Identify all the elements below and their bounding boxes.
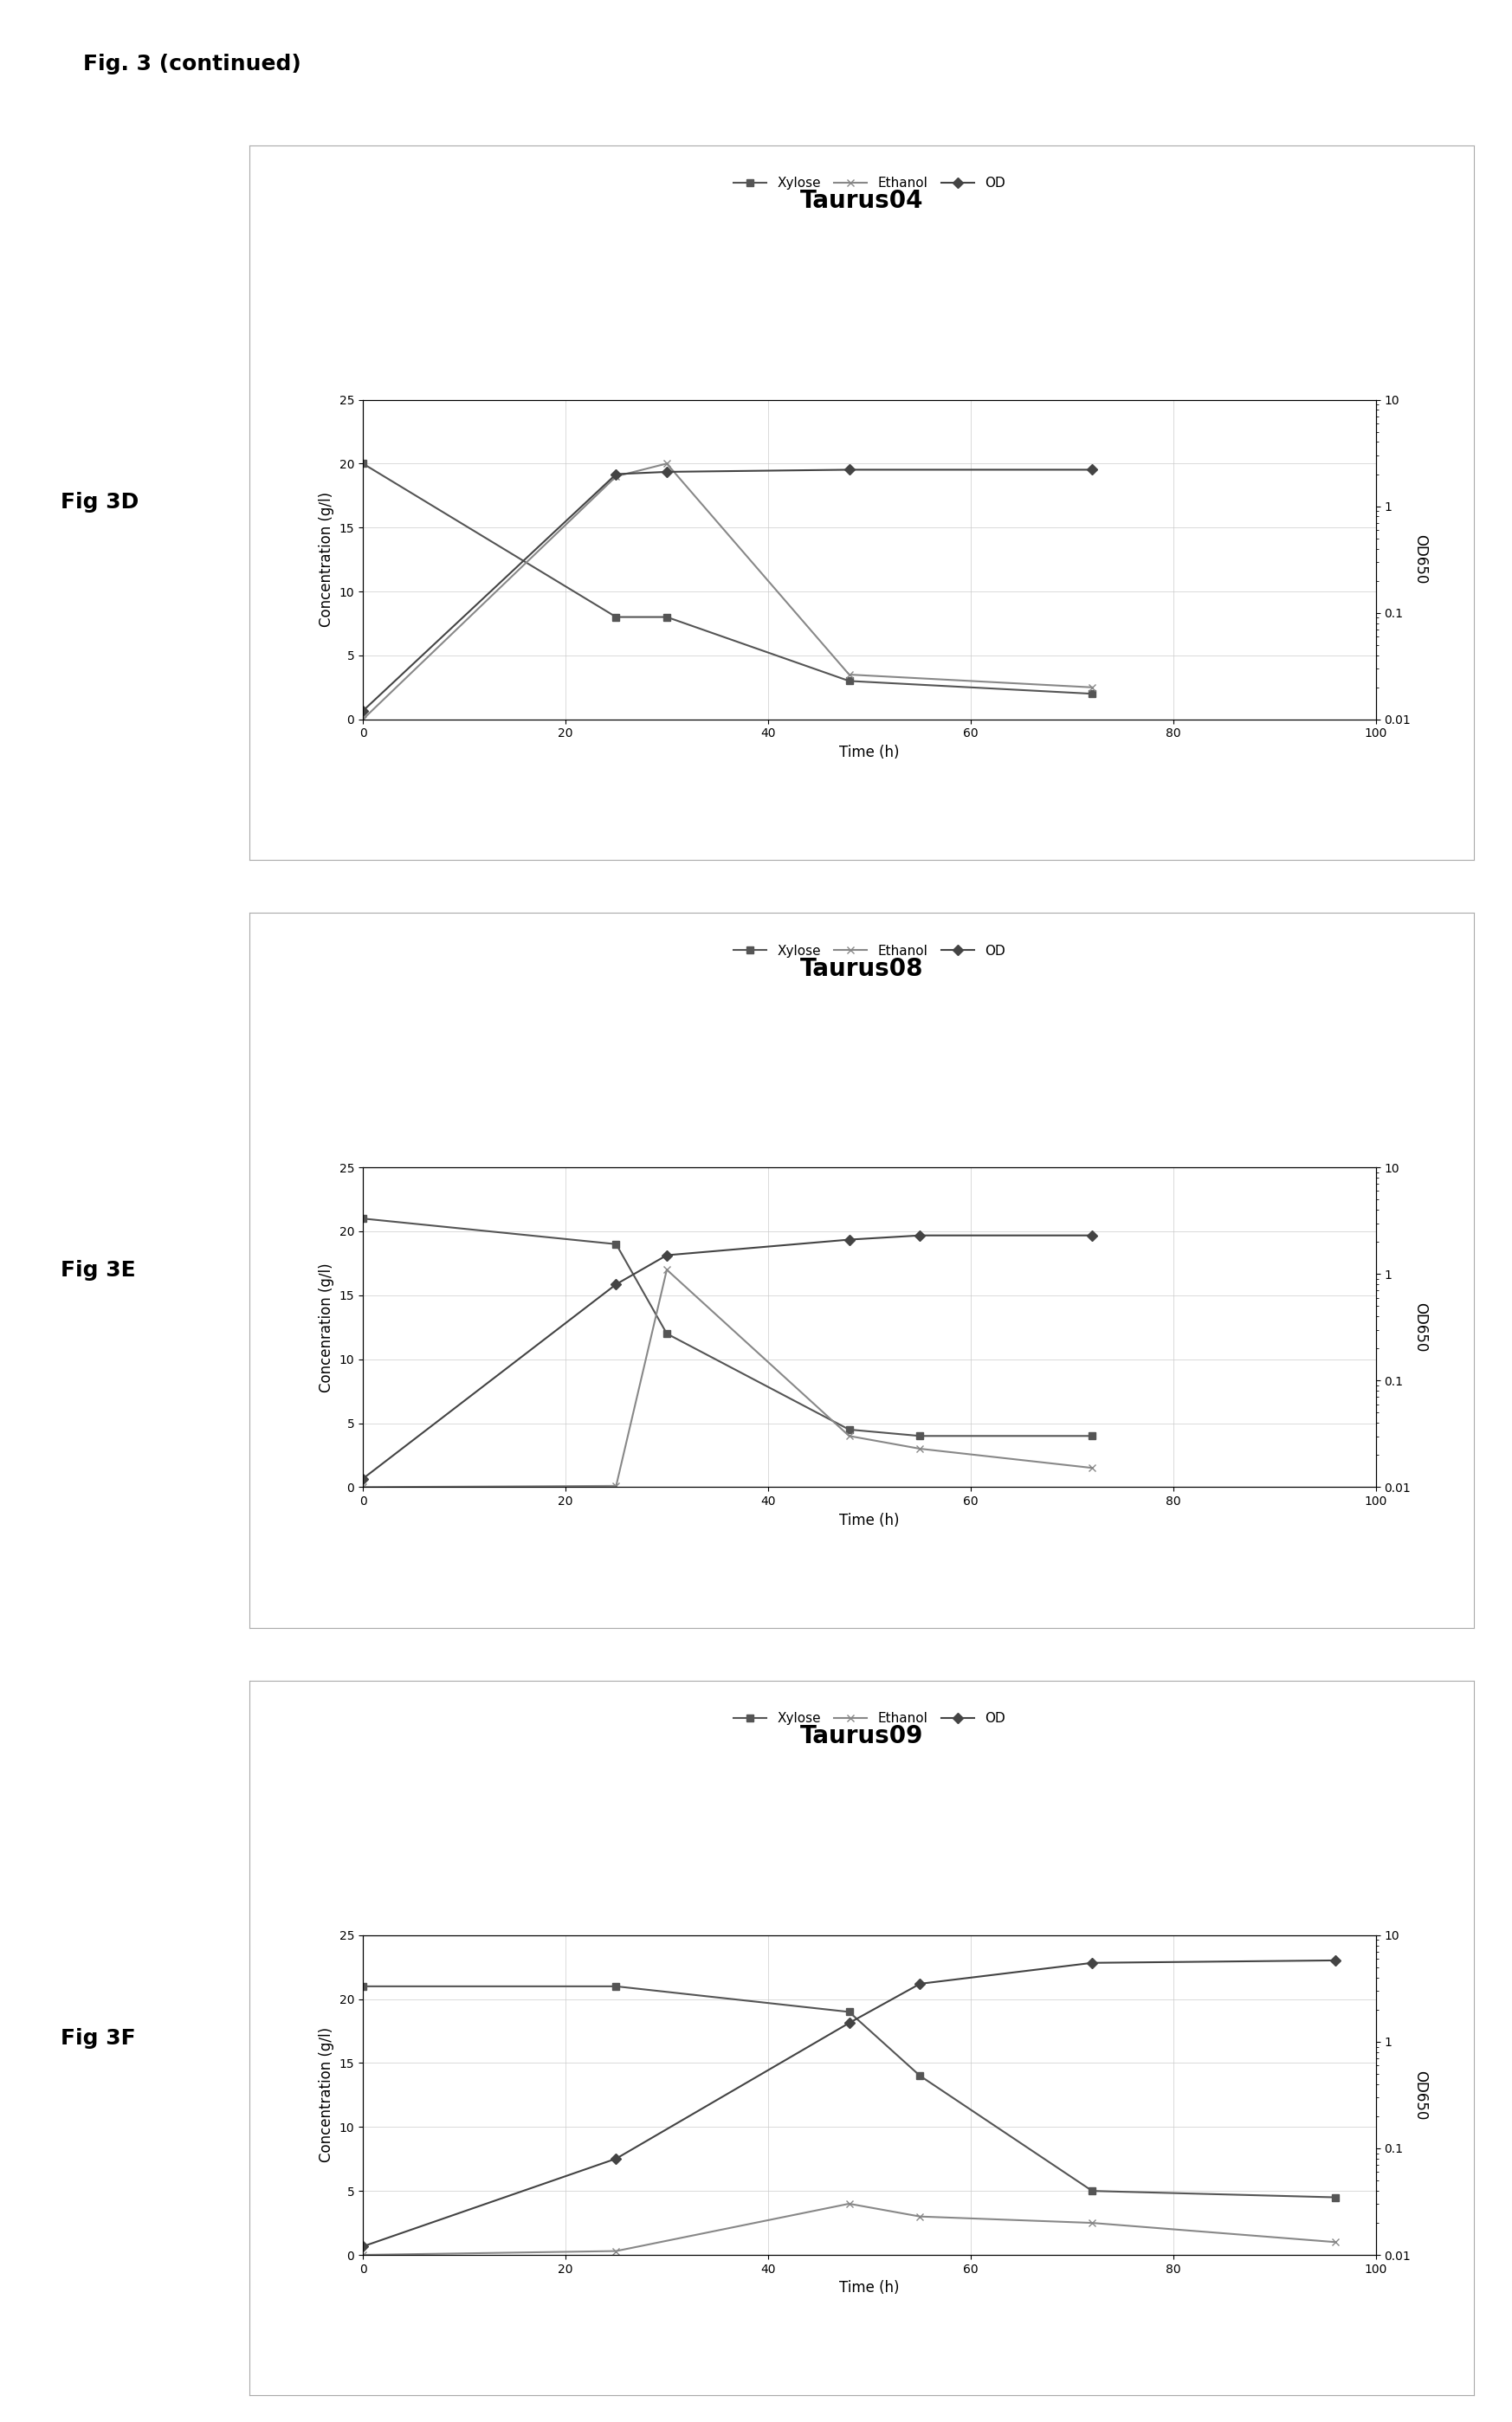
OD: [1326, 1945, 1344, 1974]
Ethanol: [910, 1434, 928, 1463]
Text: Taurus08: Taurus08: [800, 957, 924, 981]
Legend: Xylose, Ethanol, OD: Xylose, Ethanol, OD: [729, 1708, 1010, 1729]
Y-axis label: Concentration (g/l): Concentration (g/l): [319, 492, 334, 627]
Line: Xylose: Xylose: [360, 1216, 1096, 1439]
OD: [354, 1465, 372, 1494]
Xylose: [354, 448, 372, 477]
Ethanol: [910, 2202, 928, 2231]
OD: [1083, 1947, 1101, 1976]
Line: OD: OD: [360, 1957, 1340, 2250]
Line: Ethanol: Ethanol: [360, 1267, 1096, 1490]
Y-axis label: OD650: OD650: [1412, 535, 1427, 584]
OD: [608, 2143, 626, 2173]
OD: [841, 455, 859, 484]
Xylose: [841, 1414, 859, 1444]
Xylose: [608, 1230, 626, 1259]
OD: [912, 1221, 930, 1250]
Text: Taurus09: Taurus09: [800, 1724, 924, 1749]
Xylose: [658, 603, 676, 632]
Line: OD: OD: [360, 465, 1096, 714]
Ethanol: [841, 2189, 859, 2219]
OD: [608, 1269, 626, 1298]
Xylose: [658, 1320, 676, 1349]
Ethanol: [608, 1470, 626, 1499]
Text: Fig 3F: Fig 3F: [60, 2027, 136, 2049]
Ethanol: [354, 1473, 372, 1502]
Ethanol: [841, 661, 859, 690]
Legend: Xylose, Ethanol, OD: Xylose, Ethanol, OD: [729, 172, 1010, 194]
Y-axis label: OD650: OD650: [1412, 2071, 1427, 2119]
Ethanol: [1083, 2209, 1101, 2238]
Xylose: [841, 1998, 859, 2027]
Ethanol: [1326, 2228, 1344, 2257]
Xylose: [910, 2061, 928, 2090]
Xylose: [910, 1422, 928, 1451]
Line: Xylose: Xylose: [360, 1984, 1340, 2202]
OD: [354, 698, 372, 727]
Ethanol: [658, 448, 676, 477]
OD: [841, 2008, 859, 2037]
Xylose: [354, 1204, 372, 1233]
Text: Fig 3E: Fig 3E: [60, 1259, 136, 1281]
Xylose: [1083, 1422, 1101, 1451]
Ethanol: [354, 705, 372, 734]
Line: Xylose: Xylose: [360, 460, 1096, 698]
Ethanol: [354, 2240, 372, 2269]
Legend: Xylose, Ethanol, OD: Xylose, Ethanol, OD: [729, 940, 1010, 962]
Line: Ethanol: Ethanol: [360, 460, 1096, 722]
X-axis label: Time (h): Time (h): [839, 2279, 900, 2296]
Xylose: [841, 666, 859, 695]
Xylose: [608, 603, 626, 632]
Text: Taurus04: Taurus04: [800, 189, 924, 213]
Ethanol: [608, 463, 626, 492]
Xylose: [1083, 2177, 1101, 2206]
Ethanol: [658, 1255, 676, 1284]
Ethanol: [608, 2236, 626, 2265]
OD: [841, 1226, 859, 1255]
OD: [354, 2233, 372, 2262]
Ethanol: [841, 1422, 859, 1451]
Ethanol: [1083, 673, 1101, 702]
Y-axis label: Concenration (g/l): Concenration (g/l): [319, 1262, 334, 1393]
X-axis label: Time (h): Time (h): [839, 1511, 900, 1528]
X-axis label: Time (h): Time (h): [839, 744, 900, 761]
OD: [608, 460, 626, 489]
Y-axis label: OD650: OD650: [1412, 1303, 1427, 1351]
OD: [658, 1240, 676, 1269]
OD: [1083, 1221, 1101, 1250]
Line: Ethanol: Ethanol: [360, 2199, 1340, 2257]
Xylose: [1083, 678, 1101, 707]
Ethanol: [1083, 1453, 1101, 1482]
OD: [1083, 455, 1101, 484]
Text: Fig 3D: Fig 3D: [60, 492, 139, 513]
Line: OD: OD: [360, 1233, 1096, 1482]
Xylose: [354, 1972, 372, 2001]
OD: [912, 1969, 930, 1998]
OD: [658, 458, 676, 487]
Text: Fig. 3 (continued): Fig. 3 (continued): [83, 53, 301, 75]
Xylose: [608, 1972, 626, 2001]
Xylose: [1326, 2182, 1344, 2211]
Y-axis label: Concentration (g/l): Concentration (g/l): [319, 2027, 334, 2163]
